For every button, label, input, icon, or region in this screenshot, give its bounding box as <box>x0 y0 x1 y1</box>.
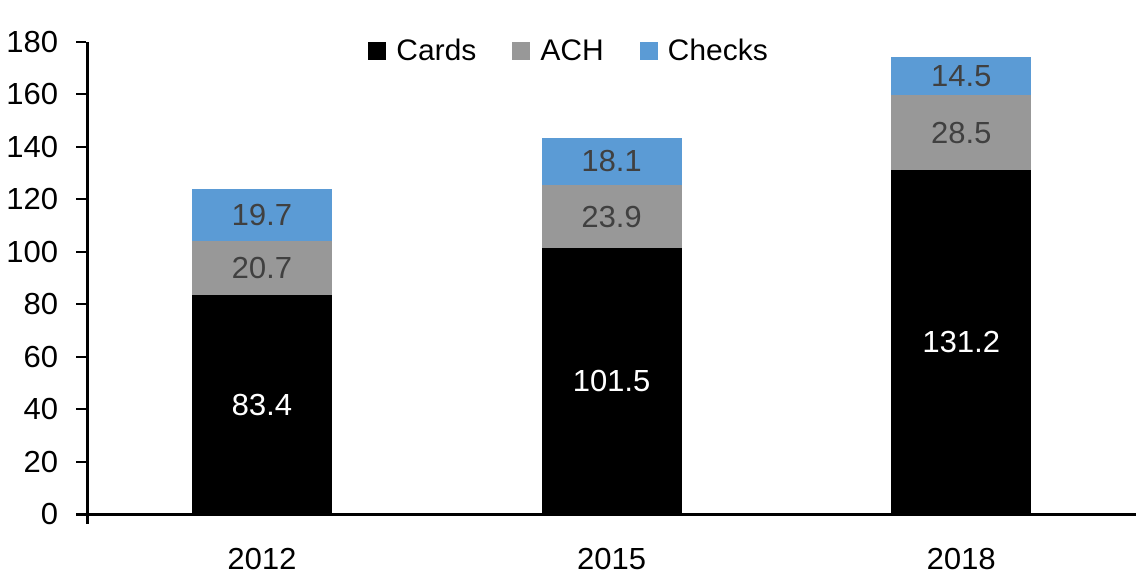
data-label-2015-cards: 101.5 <box>572 362 651 398</box>
y-axis-tick-label: 180 <box>6 24 58 59</box>
x-axis-label-2015: 2015 <box>577 541 646 576</box>
data-label-2012-checks: 19.7 <box>231 197 292 233</box>
x-axis-line <box>76 513 1136 516</box>
data-label-2012-ach: 20.7 <box>231 250 292 286</box>
bar-2015-checks-segment <box>541 137 682 186</box>
chart-legend: Cards ACH Checks <box>0 33 1136 69</box>
bar-2015-cards-segment <box>541 247 682 514</box>
legend-label: ACH <box>540 34 604 67</box>
y-axis-tick <box>76 355 86 358</box>
y-axis-tick <box>76 460 86 463</box>
data-label-2018-ach: 28.5 <box>930 114 992 150</box>
y-axis-tick <box>76 93 86 96</box>
y-axis-tick <box>76 408 86 411</box>
legend-label: Checks <box>667 34 768 67</box>
y-axis-tick <box>76 145 86 148</box>
y-axis-tick <box>76 250 86 253</box>
y-axis-tick-label: 80 <box>23 286 58 322</box>
x-axis-origin-tick <box>86 516 89 524</box>
legend-swatch-checks <box>639 42 658 60</box>
y-axis-tick-label: 60 <box>23 338 58 374</box>
legend-swatch-ach <box>512 42 531 60</box>
y-axis-tick <box>76 41 86 43</box>
y-axis-tick-label: 100 <box>6 233 58 269</box>
data-label-2012-cards: 83.4 <box>231 386 292 422</box>
y-axis-tick-label: 20 <box>23 443 58 479</box>
y-axis-tick-label: 0 <box>40 496 58 531</box>
bar-2018-cards-segment <box>891 169 1032 514</box>
x-axis-label-2012: 2012 <box>227 541 297 576</box>
legend-label: Cards <box>396 34 477 67</box>
data-label-2015-ach: 23.9 <box>581 198 642 234</box>
legend-swatch-cards <box>368 42 387 60</box>
data-label-2018-checks: 14.5 <box>930 58 992 94</box>
data-label-2018-cards: 131.2 <box>922 323 1000 359</box>
bar-2012-cards-segment <box>191 295 332 514</box>
data-label-2015-checks: 18.1 <box>581 143 642 179</box>
bar-2015-ach-segment <box>541 185 682 248</box>
y-axis-tick-label: 140 <box>6 128 58 164</box>
x-axis-label-2018: 2018 <box>926 541 996 576</box>
y-axis-tick <box>76 303 86 306</box>
y-axis-tick <box>76 198 86 201</box>
y-axis-tick-label: 40 <box>23 391 58 427</box>
bar-2018-checks-segment <box>891 57 1032 96</box>
legend-item-checks: Checks <box>639 33 768 69</box>
legend-item-ach: ACH <box>512 33 604 69</box>
y-axis-tick-label: 160 <box>6 76 58 112</box>
bar-2018-ach-segment <box>891 95 1032 170</box>
y-axis-tick-label: 120 <box>6 181 58 217</box>
bar-2012-ach-segment <box>191 241 332 296</box>
y-axis-line <box>86 42 89 515</box>
bar-2012-checks-segment <box>191 189 332 242</box>
legend-item-cards: Cards <box>368 33 476 69</box>
